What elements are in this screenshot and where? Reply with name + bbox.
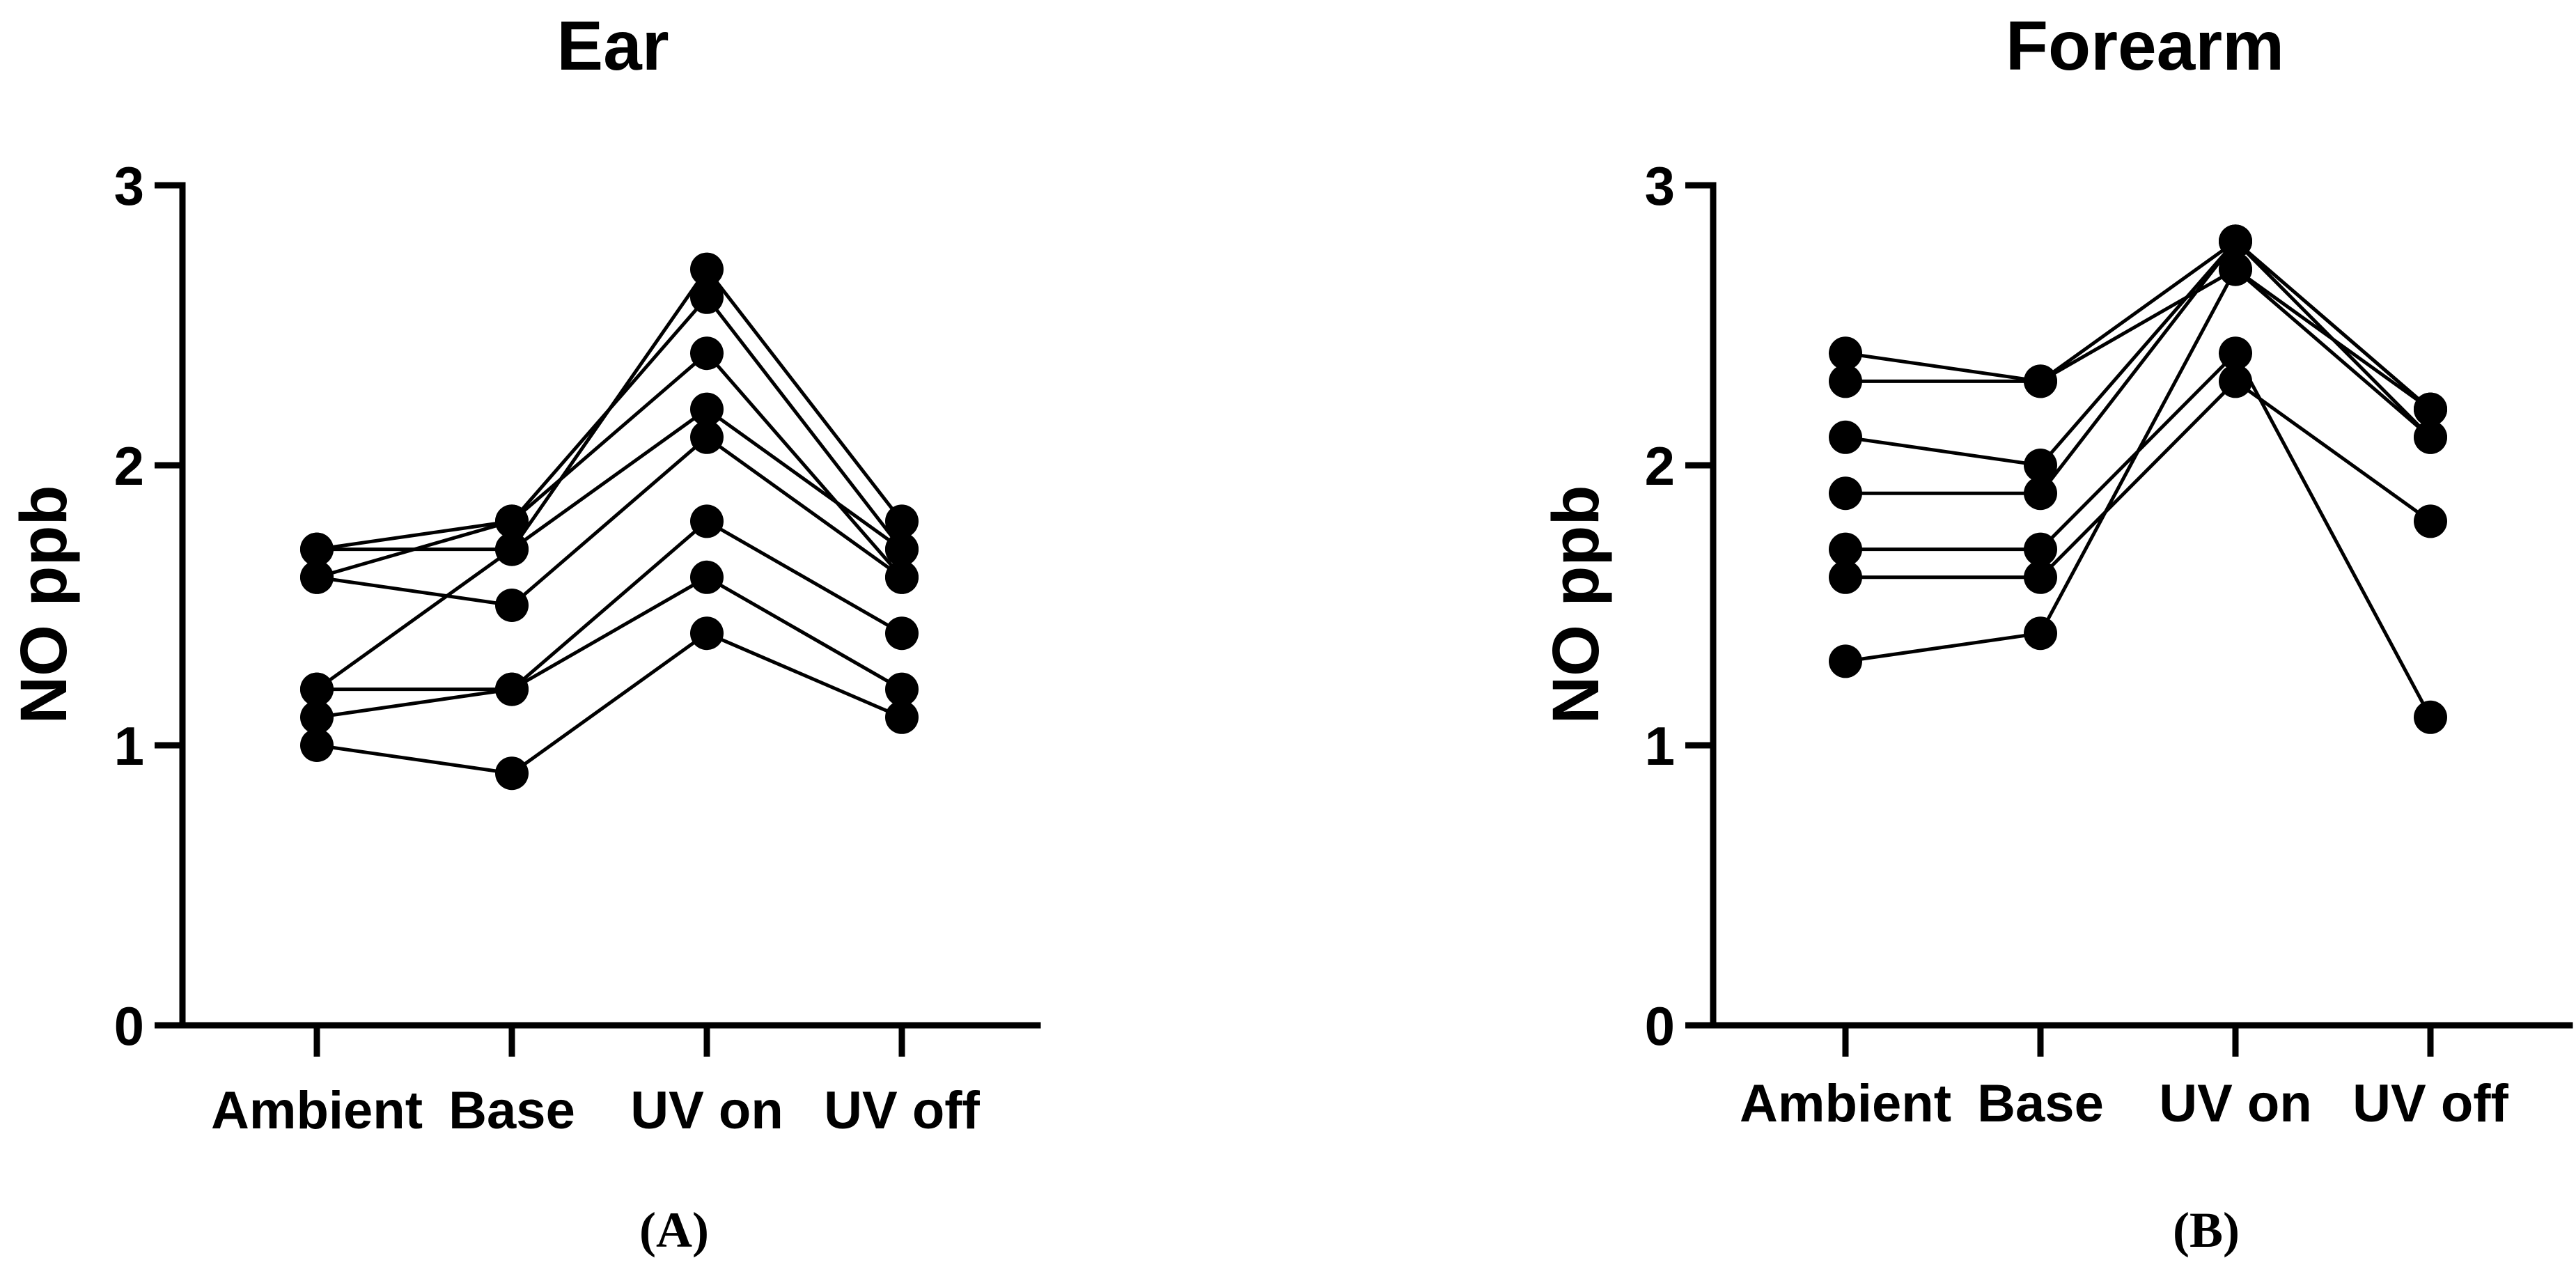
series-line — [316, 294, 903, 580]
data-point — [300, 700, 334, 734]
series-line — [316, 435, 903, 607]
y-tick-label: 2 — [114, 435, 144, 497]
panel-ear: Ear NO ppb 0 1 2 3 Ambient Base UV on UV off (A) — [7, 7, 1041, 1258]
series-line — [1845, 266, 2432, 663]
data-point — [885, 532, 919, 566]
data-point — [300, 532, 334, 566]
data-point — [2219, 336, 2252, 371]
series-line — [1845, 238, 2432, 467]
panel-forearm: Forearm NO ppb 0 1 2 3 Ambient Base UV on UV off (… — [1539, 7, 2573, 1258]
data-point — [1829, 560, 1862, 594]
data-point — [2414, 700, 2447, 734]
data-point — [2024, 364, 2057, 398]
x-tick-label: Ambient — [1740, 1074, 1951, 1133]
data-point — [1829, 420, 1862, 454]
data-point — [2024, 476, 2057, 511]
x-tick-label: Base — [448, 1081, 575, 1140]
series-line — [1845, 267, 2432, 439]
data-point — [1829, 476, 1862, 511]
series-line — [316, 631, 903, 775]
x-tick-label: Base — [1977, 1074, 2104, 1133]
series-line — [1845, 379, 2432, 580]
data-point — [690, 504, 724, 538]
data-point — [690, 336, 724, 371]
series-line — [315, 407, 903, 691]
data-point — [2024, 560, 2057, 594]
chart-title: Ear — [556, 7, 669, 85]
panel-label: (B) — [2173, 1202, 2240, 1258]
data-point — [690, 616, 724, 651]
data-point — [690, 280, 724, 314]
series-line — [316, 575, 903, 720]
data-point — [495, 756, 529, 791]
y-tick-label: 0 — [1645, 995, 1675, 1057]
x-tick-label: UV on — [630, 1081, 783, 1140]
data-point — [1829, 364, 1862, 398]
data-point — [690, 420, 724, 454]
y-tick-label: 0 — [114, 995, 144, 1057]
y-tick-label: 3 — [114, 155, 144, 217]
y-axis-label: NO ppb — [1539, 485, 1613, 724]
y-axis-label: NO ppb — [7, 485, 81, 724]
data-point — [2414, 420, 2447, 454]
data-point — [885, 504, 919, 538]
data-point — [495, 532, 529, 566]
data-point — [1829, 336, 1862, 371]
data-point — [2219, 364, 2252, 398]
data-point — [1829, 644, 1862, 678]
data-point — [2219, 252, 2252, 286]
data-point — [300, 672, 334, 706]
data-point — [2414, 392, 2447, 426]
series-line — [317, 519, 903, 692]
data-point — [690, 560, 724, 594]
series-line — [316, 350, 903, 579]
data-point — [885, 672, 919, 706]
data-point — [300, 560, 334, 594]
x-tick-label: UV off — [2352, 1074, 2508, 1133]
series-line — [1845, 350, 2433, 718]
data-point — [2219, 224, 2252, 258]
data-point — [2024, 616, 2057, 651]
x-tick-label: UV on — [2159, 1074, 2312, 1133]
data-point — [2024, 449, 2057, 482]
data-point — [495, 589, 529, 622]
chart-title: Forearm — [2006, 7, 2284, 85]
data-point — [885, 616, 919, 651]
data-point — [495, 504, 529, 538]
data-point — [690, 252, 724, 286]
data-point — [885, 560, 919, 594]
panel-label: (A) — [639, 1202, 709, 1258]
data-point — [885, 700, 919, 734]
x-tick-label: Ambient — [211, 1081, 423, 1140]
y-tick-label: 3 — [1645, 155, 1675, 217]
data-point — [2414, 504, 2447, 538]
data-point — [495, 672, 529, 706]
data-point — [690, 392, 724, 426]
x-tick-label: UV off — [824, 1081, 980, 1140]
data-point — [2024, 532, 2057, 566]
data-point — [300, 729, 334, 762]
y-tick-label: 2 — [1645, 435, 1675, 497]
y-tick-label: 1 — [1645, 715, 1675, 777]
y-tick-label: 1 — [114, 715, 144, 777]
data-point — [1829, 532, 1862, 566]
